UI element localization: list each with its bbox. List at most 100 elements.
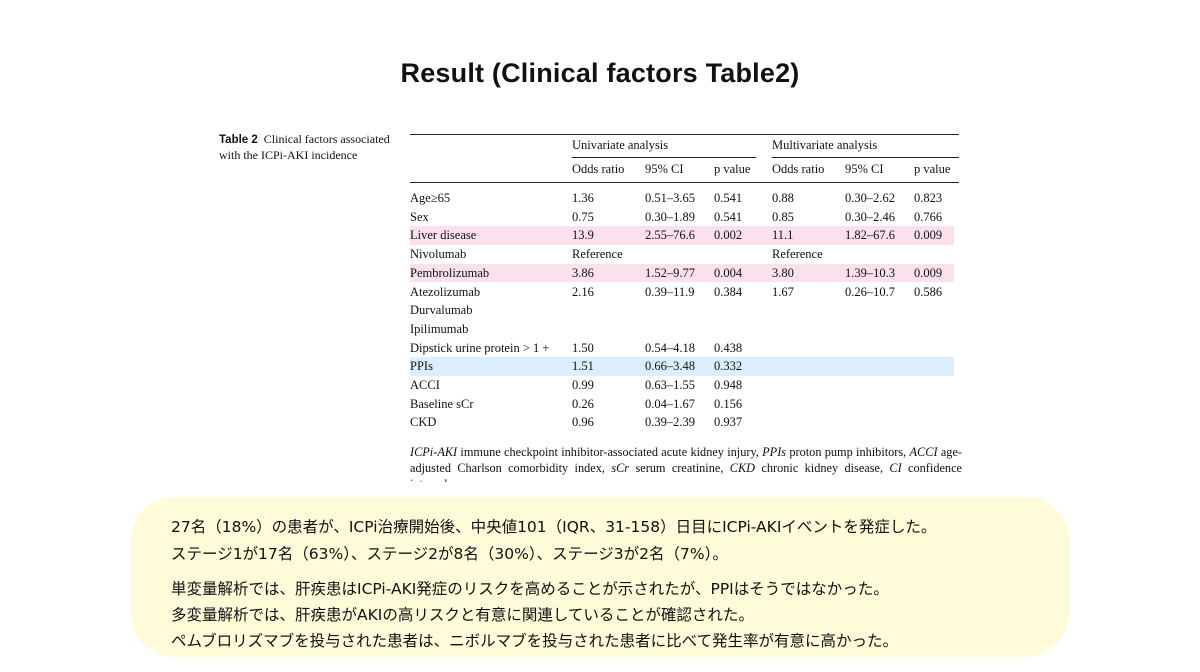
cell-m-ci: 0.26–10.7	[845, 284, 895, 299]
table-row: Dipstick urine protein > 1 + 1.50 0.54–4.1…	[410, 339, 954, 358]
cell-u-or: 2.16	[572, 284, 594, 299]
footnote-abbr: CI	[889, 461, 902, 475]
footnote-abbr: ICPi-AKI	[410, 445, 458, 459]
cell-label: Baseline sCr	[410, 396, 474, 411]
cell-label: Dipstick urine protein > 1 +	[410, 340, 550, 355]
cell-m-or: 1.67	[772, 284, 794, 299]
cell-m-or: 3.80	[772, 265, 794, 280]
cell-u-ci: 0.51–3.65	[645, 191, 695, 205]
footnote-text: confidence interval	[410, 461, 962, 482]
cell-u-ci: 0.54–4.18	[645, 340, 695, 355]
cell-u-p: 0.332	[714, 359, 743, 374]
cell-u-ci: 1.52–9.77	[645, 265, 695, 280]
table-top-rule	[410, 134, 959, 135]
slide-title: Result (Clinical factors Table2)	[400, 58, 800, 88]
group-header-univariate: Univariate analysis	[572, 138, 669, 152]
cell-label: Age≥65	[410, 191, 451, 205]
table-row: Durvalumab	[410, 301, 954, 320]
footnote-abbr: sCr	[611, 461, 630, 475]
summary-line: ステージ1が17名（63%）、ステージ2が8名（30%）、ステージ3が2名（7%…	[171, 545, 728, 563]
cell-u-ci: 0.66–3.48	[645, 359, 695, 374]
table-caption: Table 2 Clinical factors associated with…	[219, 132, 394, 163]
col-header-u-or: Odds ratio	[572, 162, 625, 176]
footnote-text: chronic kidney disease,	[755, 461, 890, 475]
cell-m-ci: 0.30–2.46	[845, 209, 895, 224]
cell-m-or: 11.1	[772, 228, 794, 243]
cell-u-or: 0.75	[572, 209, 594, 224]
cell-u-ci: 2.55–76.6	[645, 228, 695, 243]
table-row: Atezolizumab 2.16 0.39–11.9 0.384 1.67 0.26–1…	[410, 283, 954, 302]
footnote-abbr: ACCI	[909, 445, 938, 459]
header-bottom-rule	[410, 182, 959, 183]
col-header-m-ci: 95% CI	[845, 162, 884, 176]
univariate-rule	[572, 157, 756, 158]
cell-u-or: Reference	[572, 247, 623, 262]
cell-u-p: 0.937	[714, 415, 743, 430]
table-row: Ipilimumab	[410, 320, 954, 339]
cell-u-p: 0.004	[714, 265, 743, 280]
cell-m-or: 0.85	[772, 209, 794, 224]
cell-u-p: 0.541	[714, 191, 743, 205]
cell-label: PPIs	[410, 359, 433, 374]
footnote-text: age-adjusted Charlson comorbidity index,	[410, 445, 962, 475]
cell-u-p: 0.541	[714, 209, 743, 224]
cell-m-ci: 1.39–10.3	[845, 265, 895, 280]
col-header-m-or: Odds ratio	[772, 162, 825, 176]
cell-u-or: 1.51	[572, 359, 594, 374]
table-row: Liver disease 13.9 2.55–76.6 0.002 11.1 1.82–…	[410, 226, 954, 246]
cell-m-p: 0.766	[914, 209, 943, 224]
cell-u-p: 0.156	[714, 396, 743, 411]
cell-u-or: 13.9	[572, 228, 594, 243]
table-row: Nivolumab Reference Reference	[410, 245, 954, 264]
cell-u-or: 0.96	[572, 415, 594, 430]
cell-u-or: 0.26	[572, 396, 594, 411]
table-row: Pembrolizumab 3.86 1.52–9.77 0.004 3.80 1.39–…	[410, 263, 954, 283]
table-caption-text: Clinical factors associated with the ICP…	[219, 132, 390, 162]
footnote-abbr: CKD	[729, 461, 756, 475]
footnote-abbr: PPIs	[762, 445, 787, 459]
summary-box: 27名（18%）の患者が、ICPi治療開始後、中央値101（IQR、31-158…	[131, 497, 1069, 657]
cell-u-p: 0.002	[714, 228, 743, 243]
summary-line: ペムブロリズマブを投与された患者は、ニボルマブを投与された患者に比べて発生率が有…	[171, 632, 898, 650]
cell-label: Liver disease	[410, 228, 477, 243]
cell-u-or: 0.99	[572, 378, 594, 392]
col-header-u-ci: 95% CI	[645, 162, 684, 176]
multivariate-rule	[772, 157, 959, 158]
cell-m-p: 0.009	[914, 228, 943, 243]
cell-u-or: 1.50	[572, 340, 594, 355]
cell-label: Nivolumab	[410, 247, 467, 262]
cell-u-ci: 0.04–1.67	[645, 396, 695, 411]
summary-line: 多変量解析では、肝疾患がAKIの高リスクと有意に関連していることが確認された。	[171, 606, 754, 624]
cell-m-p: 0.823	[914, 191, 943, 205]
cell-label: Durvalumab	[410, 303, 473, 318]
cell-label: Sex	[410, 209, 429, 224]
cell-u-ci: 0.39–11.9	[645, 284, 695, 299]
col-header-m-p: p value	[914, 162, 951, 176]
cell-u-ci: 0.39–2.39	[645, 415, 695, 430]
cell-u-p: 0.384	[714, 284, 743, 299]
col-header-u-p: p value	[714, 162, 751, 176]
cell-u-or: 3.86	[572, 265, 594, 280]
cell-m-ci: 1.82–67.6	[845, 228, 895, 243]
group-header-multivariate: Multivariate analysis	[772, 138, 878, 152]
table-footnote: ICPi-AKI immune checkpoint inhibitor-ass…	[410, 444, 962, 482]
cell-label: Pembrolizumab	[410, 265, 490, 280]
cell-label: CKD	[410, 415, 437, 430]
cell-m-or: Reference	[772, 247, 823, 262]
cell-u-p: 0.948	[714, 378, 743, 392]
cell-m-or: 0.88	[772, 191, 794, 205]
footnote-text: immune checkpoint inhibitor-associated a…	[457, 445, 763, 459]
table-caption-label: Table 2	[219, 134, 258, 146]
table-row: Sex 0.75 0.30–1.89 0.541 0.85 0.30–2.46 0.766	[410, 208, 954, 227]
table-row: ACCI 0.99 0.63–1.55 0.948	[410, 376, 954, 395]
cell-label: Atezolizumab	[410, 284, 481, 299]
cell-label: ACCI	[410, 378, 440, 392]
table-row: Baseline sCr 0.26 0.04–1.67 0.156	[410, 395, 954, 414]
table-row: Age≥65 1.36 0.51–3.65 0.541 0.88 0.30–2.62 0.8…	[410, 189, 954, 208]
cell-u-or: 1.36	[572, 191, 594, 205]
cell-u-ci: 0.30–1.89	[645, 209, 695, 224]
clinical-factors-table: Univariate analysis Multivariate analysi…	[410, 134, 959, 434]
summary-line: 27名（18%）の患者が、ICPi治療開始後、中央値101（IQR、31-158…	[171, 518, 937, 536]
summary-line: 単変量解析では、肝疾患はICPi-AKI発症のリスクを高めることが示されたが、P…	[171, 580, 889, 598]
cell-m-ci: 0.30–2.62	[845, 191, 895, 205]
